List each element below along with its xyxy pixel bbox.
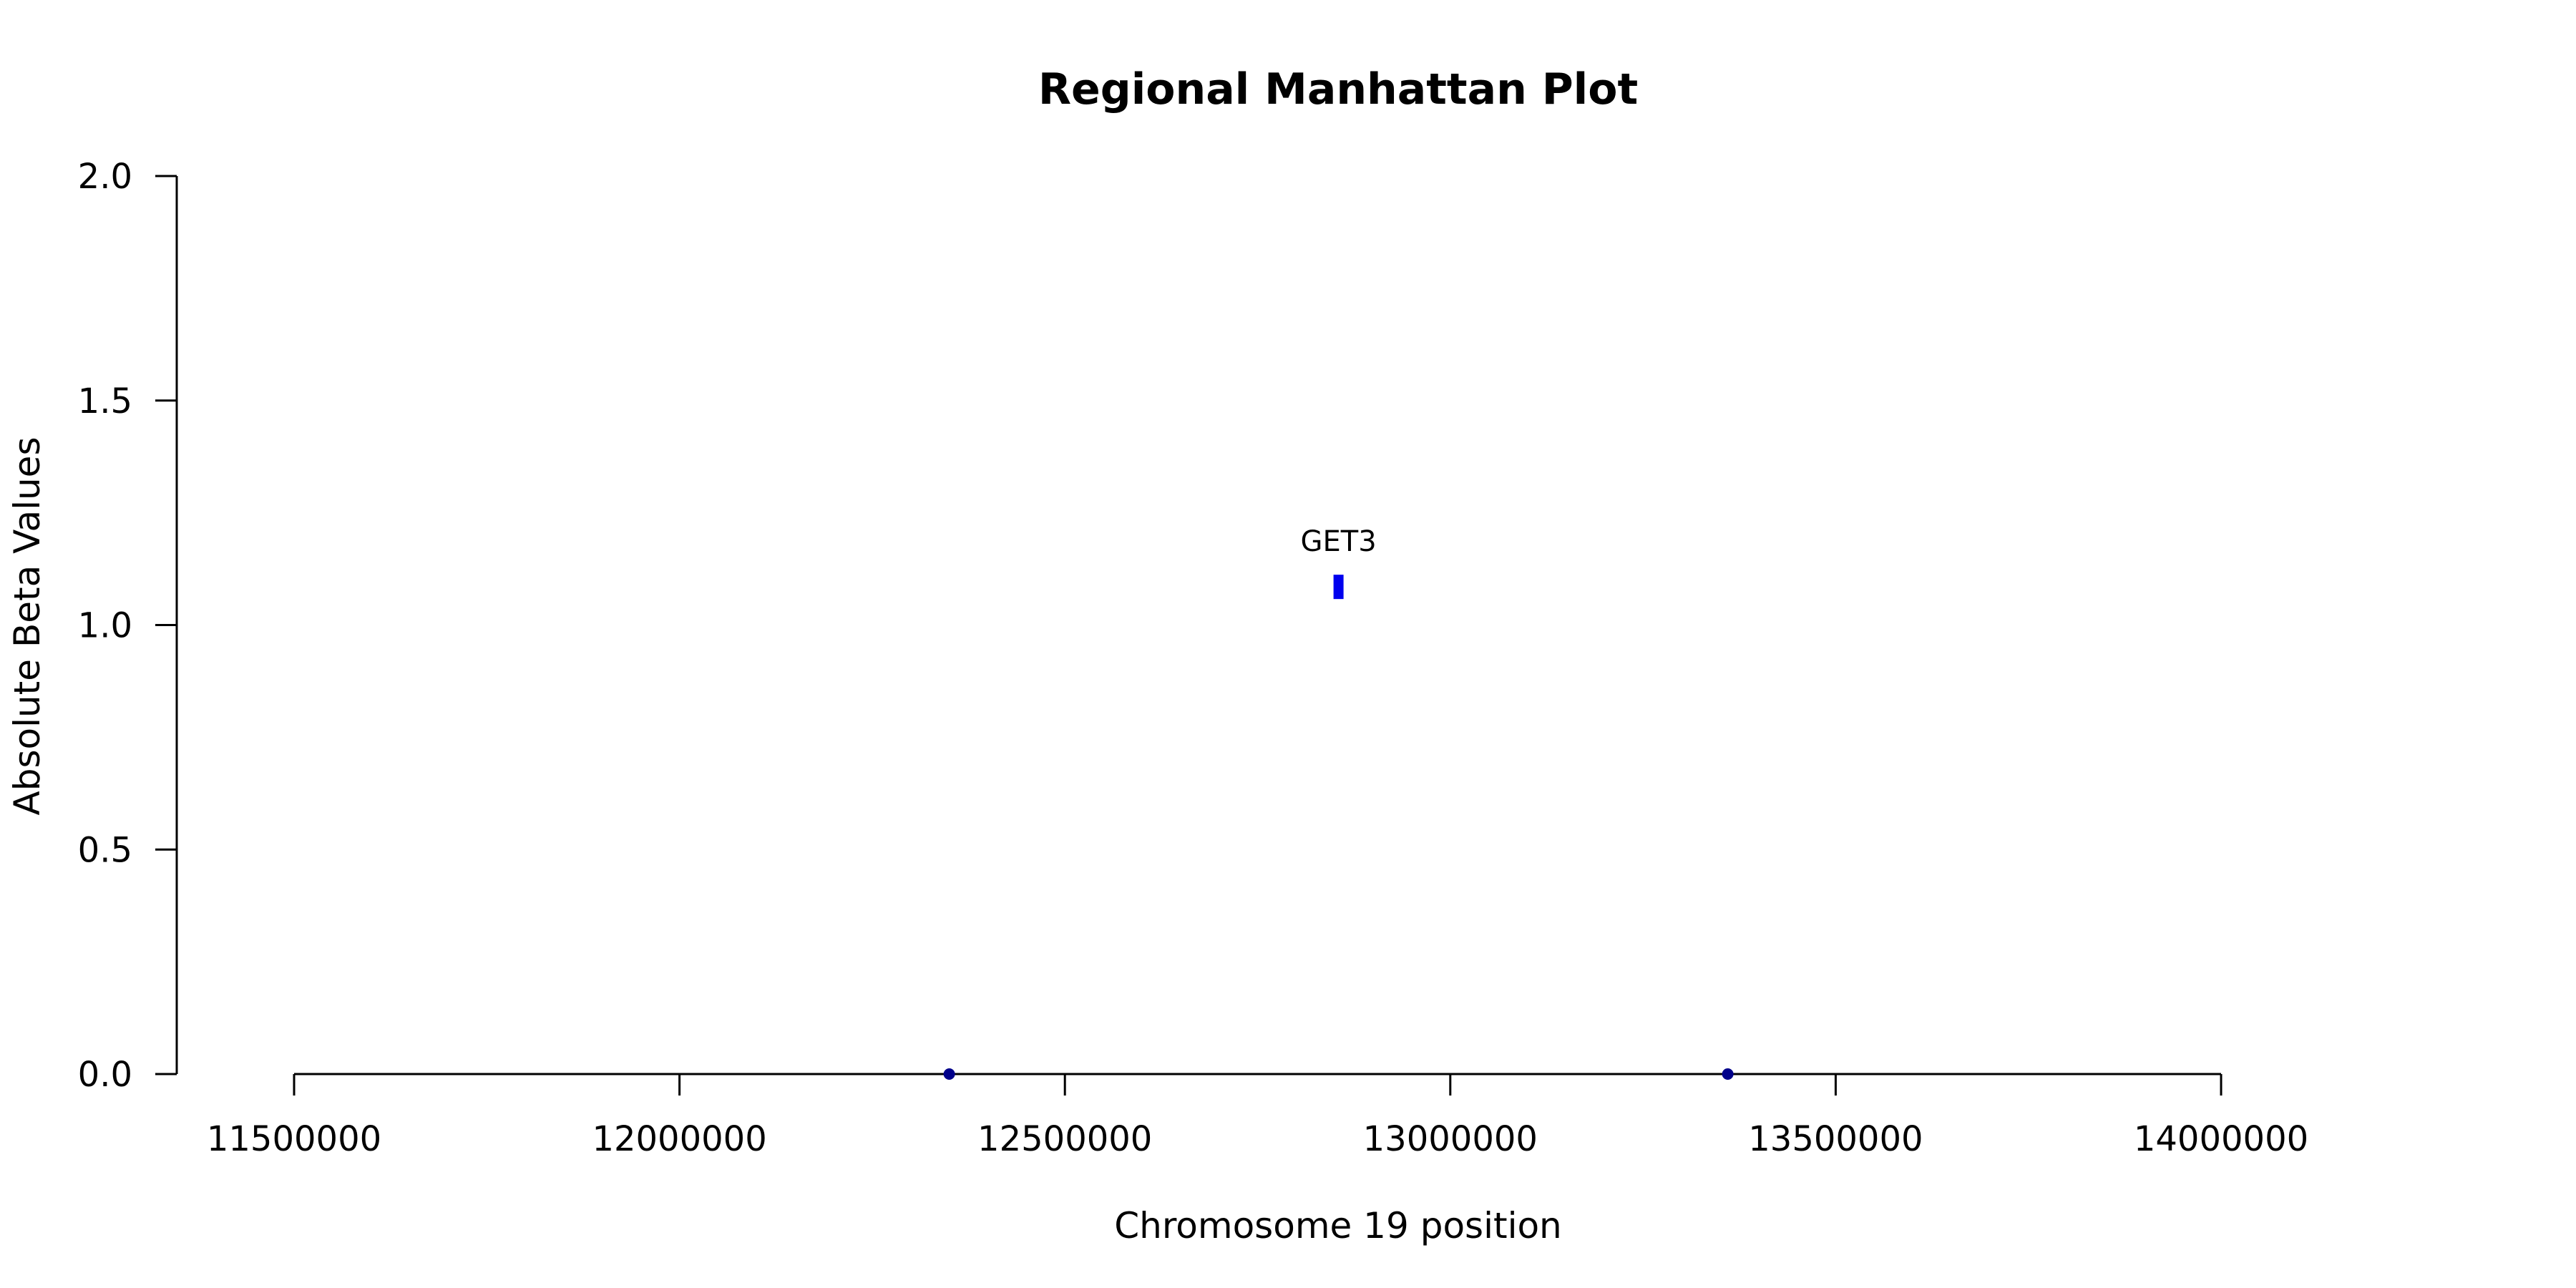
y-tick-label: 1.0	[78, 606, 132, 646]
x-tick-label: 13500000	[1748, 1119, 1923, 1159]
x-tick-label: 14000000	[2134, 1119, 2308, 1159]
y-axis: 0.0 0.5 1.0 1.5 2.0	[78, 157, 178, 1095]
x-axis-label: Chromosome 19 position	[1114, 1205, 1562, 1246]
chart-title: Regional Manhattan Plot	[1038, 64, 1638, 114]
data-point	[943, 1068, 955, 1080]
x-tick-label: 11500000	[207, 1119, 381, 1159]
annotations: GET3	[1301, 525, 1377, 558]
data-point	[1722, 1068, 1734, 1080]
x-tick-label: 13000000	[1363, 1119, 1538, 1159]
y-tick-label: 1.5	[78, 381, 132, 421]
data-point	[1333, 575, 1344, 600]
y-tick-label: 0.5	[78, 830, 132, 870]
y-tick-label: 2.0	[78, 157, 132, 197]
x-axis: 11500000 12000000 12500000 13000000 13500000…	[207, 1073, 2308, 1159]
x-tick-label: 12500000	[977, 1119, 1152, 1159]
x-tick-label: 12000000	[592, 1119, 766, 1159]
data-points	[943, 575, 1734, 1080]
y-axis-label: Absolute Beta Values	[6, 437, 48, 816]
y-tick-label: 0.0	[78, 1055, 132, 1095]
point-label: GET3	[1301, 525, 1377, 558]
